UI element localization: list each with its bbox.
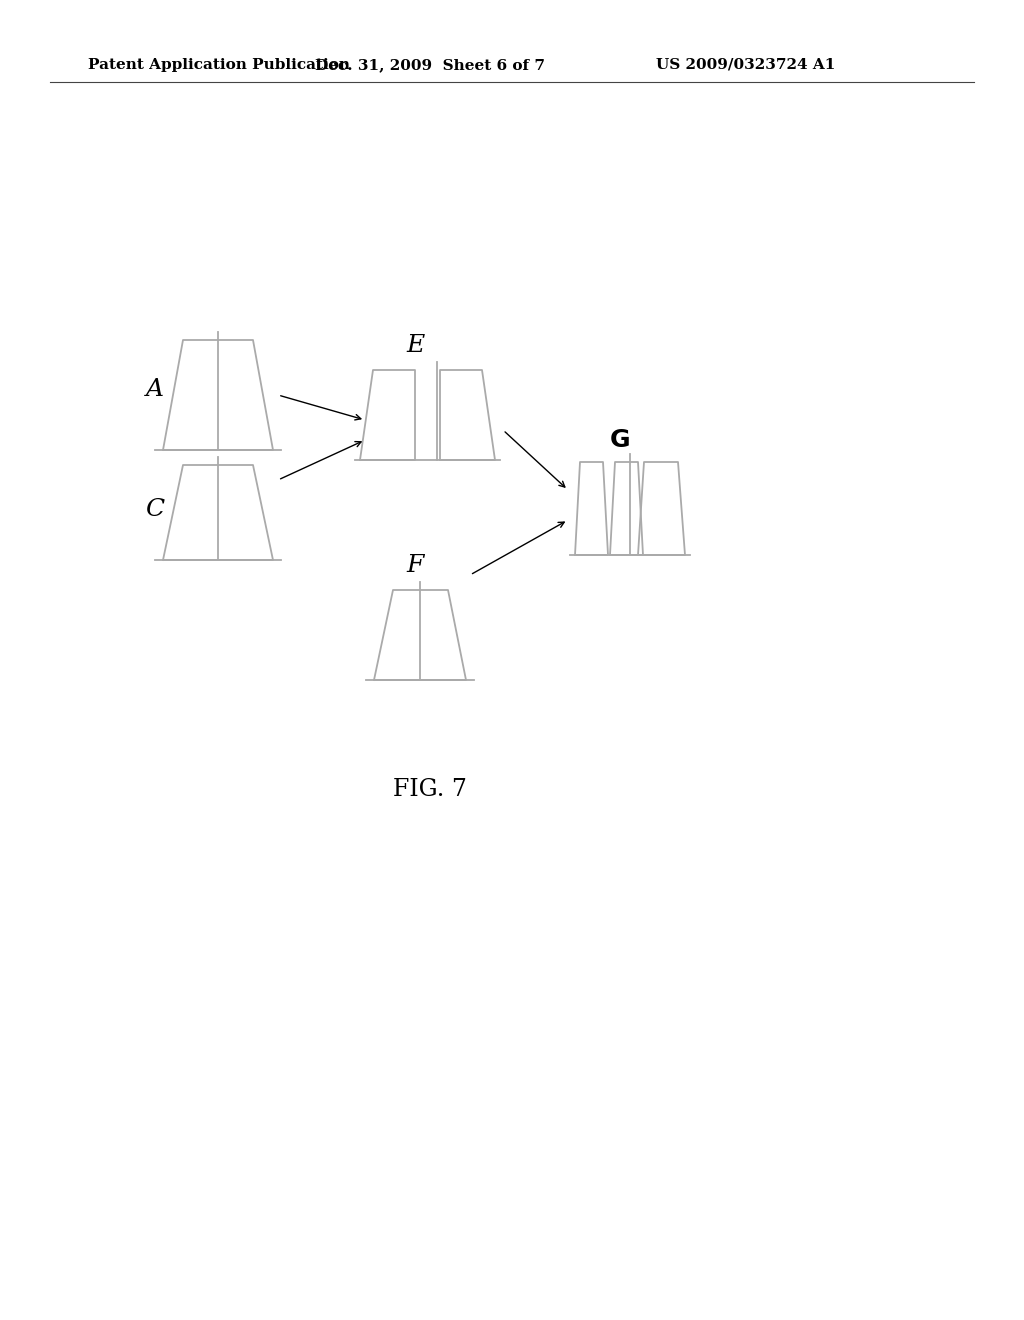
- Text: F: F: [407, 553, 424, 577]
- Text: US 2009/0323724 A1: US 2009/0323724 A1: [656, 58, 836, 73]
- Text: Dec. 31, 2009  Sheet 6 of 7: Dec. 31, 2009 Sheet 6 of 7: [315, 58, 545, 73]
- Text: E: E: [406, 334, 424, 356]
- Text: A: A: [146, 379, 164, 401]
- Text: G: G: [609, 428, 631, 451]
- Text: Patent Application Publication: Patent Application Publication: [88, 58, 350, 73]
- Text: FIG. 7: FIG. 7: [393, 779, 467, 801]
- Text: C: C: [145, 499, 165, 521]
